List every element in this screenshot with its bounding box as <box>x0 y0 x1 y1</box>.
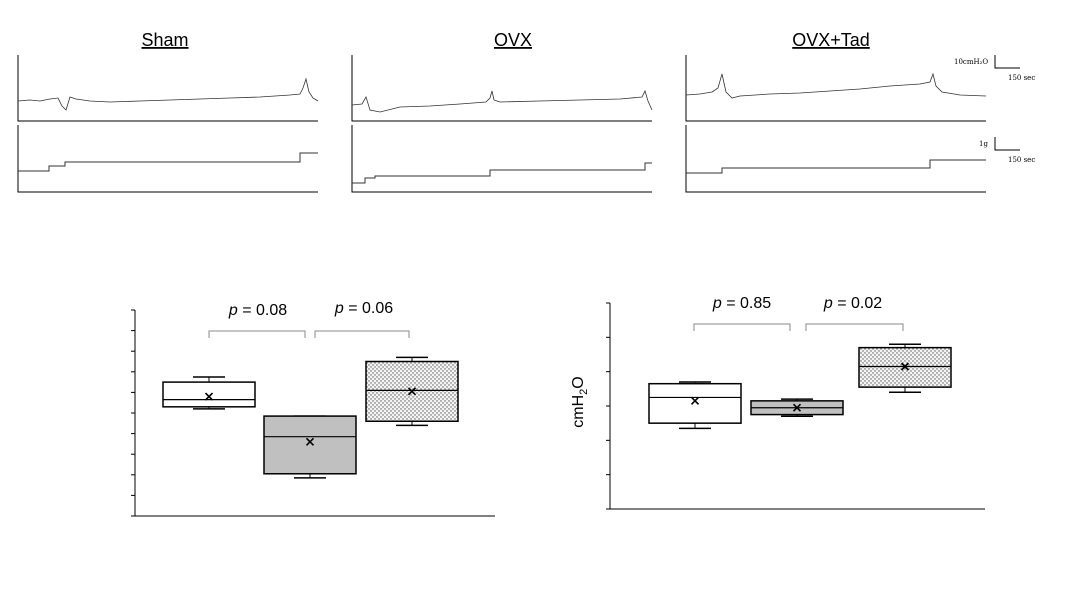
trace-frame-ovx-weight <box>351 125 652 193</box>
trace-frame-ovx-pressure <box>351 55 652 122</box>
weight-trace-sham <box>18 152 318 172</box>
p-value-label: p = 0.02 <box>823 295 882 312</box>
weight-trace-ovx <box>352 162 652 184</box>
trace-frame-sham-pressure <box>17 55 318 122</box>
box-iqr <box>648 382 742 424</box>
mp-chart: cmH2O p = 0.85 p = 0.02 <box>570 295 985 510</box>
comparison-bracket <box>208 330 306 338</box>
trace-label-ovx-tad: OVX+Tad <box>792 30 870 50</box>
p-value-label: p = 0.06 <box>334 300 393 317</box>
box-sham <box>648 381 742 430</box>
comparison-bracket <box>314 330 410 338</box>
scale-time-label-1: 150 sec <box>1008 74 1035 82</box>
mean-marker <box>305 437 315 446</box>
p-value-label: p = 0.85 <box>712 295 771 312</box>
trace-panels <box>17 55 986 193</box>
box-ovx <box>750 398 844 418</box>
comparison-bracket <box>805 323 904 331</box>
trace-frame-sham-weight <box>17 125 318 193</box>
mean-marker <box>407 387 417 396</box>
box-iqr <box>263 415 357 475</box>
p-value-label: p = 0.08 <box>228 302 287 319</box>
trace-frame-tad-pressure <box>685 55 986 122</box>
box-sham <box>162 376 256 410</box>
trace-label-sham: Sham <box>141 30 188 50</box>
box-ovx-tad <box>858 343 952 394</box>
ici-chart: p = 0.08 p = 0.06 <box>131 300 495 517</box>
y-axis-label: cmH2O <box>570 376 590 427</box>
mean-marker <box>204 392 214 401</box>
scale-weight-label: 1g <box>979 140 988 148</box>
scale-bar-weight: 1g 150 sec <box>979 137 1035 164</box>
weight-trace-tad <box>686 159 986 174</box>
pressure-trace-sham <box>17 77 319 111</box>
mean-marker <box>690 396 700 405</box>
pressure-traces <box>17 72 987 113</box>
mean-marker <box>792 403 802 412</box>
pressure-trace-tad <box>685 72 987 99</box>
scale-pressure-label: 10cmH₂O <box>954 58 988 66</box>
scale-bar-pressure: 10cmH₂O 150 sec <box>954 55 1035 82</box>
comparison-bracket <box>693 323 791 331</box>
trace-label-ovx: OVX <box>494 30 532 50</box>
trace-frame-tad-weight <box>685 125 986 193</box>
scale-time-label-2: 150 sec <box>1008 156 1035 164</box>
weight-traces <box>18 152 986 184</box>
box-ovx <box>263 415 357 479</box>
mean-marker <box>900 362 910 371</box>
box-iqr <box>162 381 256 408</box>
pressure-trace-ovx <box>351 89 653 113</box>
box-ovx-tad <box>365 356 459 427</box>
